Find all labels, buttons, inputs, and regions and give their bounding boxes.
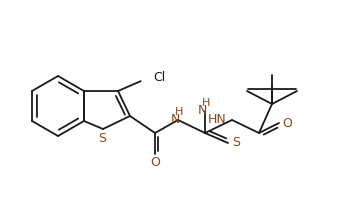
Text: HN: HN <box>208 112 227 126</box>
Text: Cl: Cl <box>153 70 165 84</box>
Text: N: N <box>197 104 207 116</box>
Text: N: N <box>170 112 180 126</box>
Text: H: H <box>175 107 183 117</box>
Text: S: S <box>98 131 106 145</box>
Text: O: O <box>150 156 160 169</box>
Text: O: O <box>282 116 292 130</box>
Text: S: S <box>232 137 240 150</box>
Text: H: H <box>202 98 210 108</box>
